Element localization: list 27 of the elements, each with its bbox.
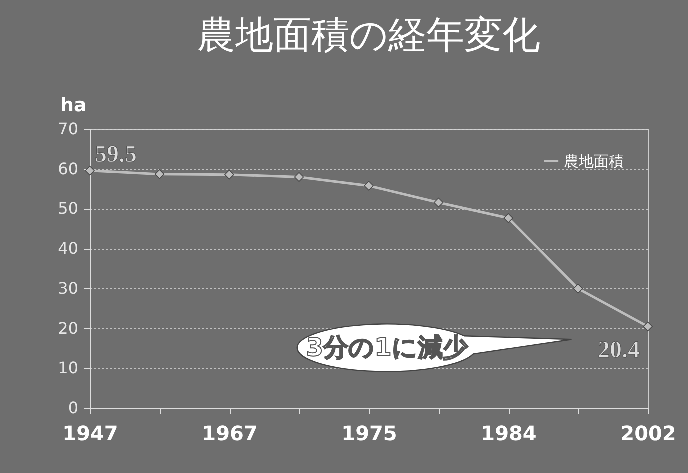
point bbox=[224, 170, 234, 180]
point bbox=[643, 322, 653, 332]
point bbox=[434, 198, 444, 208]
y-tick-label: 70 bbox=[58, 120, 78, 138]
y-tick-label: 0 bbox=[68, 398, 78, 418]
y-tick-label: 50 bbox=[58, 199, 78, 218]
chart-title: 農地面積の経年変化 bbox=[198, 13, 540, 57]
point bbox=[154, 170, 165, 180]
x-tick-label: 1967 bbox=[202, 422, 258, 446]
y-tick-label: 10 bbox=[58, 358, 78, 378]
y-tick-label: 60 bbox=[58, 159, 78, 178]
legend-label: 農地面積 bbox=[564, 152, 624, 170]
point bbox=[294, 172, 304, 182]
y-tick-label: 40 bbox=[58, 239, 78, 258]
y-tick-label: 20 bbox=[58, 318, 78, 338]
data-label: 20.4 bbox=[598, 338, 640, 364]
x-tick-label: 1984 bbox=[481, 422, 537, 446]
x-tick-label: 1975 bbox=[342, 422, 398, 446]
x-tick-label: 1947 bbox=[62, 422, 118, 446]
annotation: 3分の1に減少 bbox=[306, 333, 469, 362]
point bbox=[364, 181, 374, 191]
y-tick-label: 30 bbox=[58, 278, 78, 298]
point bbox=[85, 166, 95, 176]
point bbox=[573, 284, 584, 294]
x-tick-label: 2002 bbox=[620, 422, 676, 446]
point bbox=[504, 213, 514, 224]
y-axis-title: ha bbox=[60, 94, 87, 116]
